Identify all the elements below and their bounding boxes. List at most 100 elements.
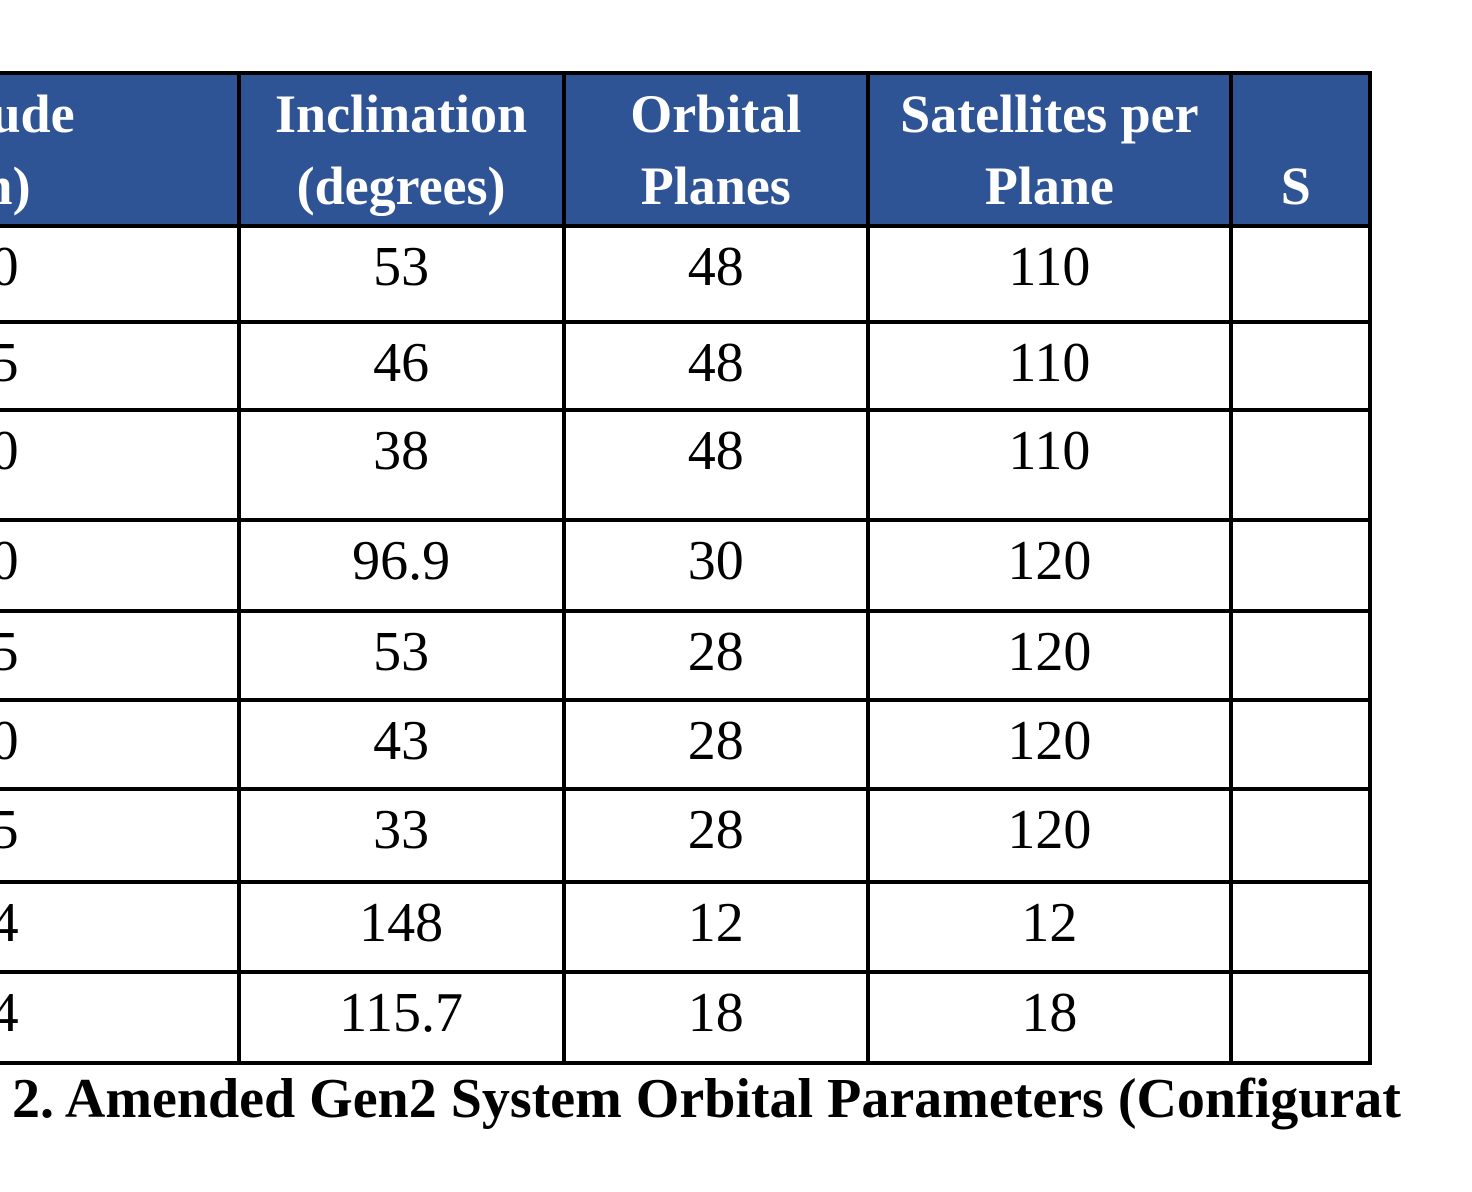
cell-value: 115.7 [339,982,464,1044]
cell-value: 28 [687,621,744,683]
table-cell-satellites [1228,518,1373,613]
table-cell-satellites-per-plane: 120 [866,698,1233,791]
cell-value: 30 [687,530,744,592]
cell-value: 110 [1008,420,1091,482]
table-cell-satellites [1228,408,1373,522]
table-cell-altitude: 30 [0,698,241,791]
cell-value [1233,613,1368,615]
header-satellites-per-plane: Satellites per Plane [866,71,1233,228]
table-caption: 2. Amended Gen2 System Orbital Parameter… [12,1068,1401,1130]
cell-value [1233,702,1368,704]
table-cell-altitude: 50 [0,408,241,522]
cell-value: 53 [373,621,430,683]
cell-value: 04 [0,892,19,954]
table-cell-satellites-per-plane: 110 [866,408,1233,522]
table-row: 30 43 28 120 [0,698,1373,791]
cell-value: 25 [0,621,19,683]
table-cell-satellites [1228,787,1373,884]
cell-value: 48 [687,236,744,298]
table-row: 14 115.7 18 18 [0,970,1373,1065]
table-cell-orbital-planes: 48 [561,224,871,324]
table-cell-satellites-per-plane: 120 [866,609,1233,702]
cell-value: 120 [1007,621,1092,683]
table-cell-inclination: 115.7 [236,970,566,1065]
table-row: 50 38 48 110 [0,408,1373,522]
cell-value: 35 [0,799,19,861]
table-cell-orbital-planes: 48 [561,408,871,522]
cell-value: 50 [0,420,19,482]
cell-value [1233,412,1368,414]
header-line: Satellites per [900,83,1199,144]
cell-value: 38 [373,420,430,482]
cell-value: 48 [687,332,744,394]
table-row: 40 53 48 110 [0,224,1373,324]
table-cell-satellites [1228,609,1373,702]
table-cell-satellites [1228,970,1373,1065]
table-cell-inclination: 43 [236,698,566,791]
cell-value: 40 [0,236,19,298]
cell-value: 53 [373,236,430,298]
table-cell-satellites-per-plane: 120 [866,787,1233,884]
table-cell-altitude: 25 [0,609,241,702]
table-cell-altitude: 14 [0,970,241,1065]
cell-value [1233,791,1368,793]
cell-value: 14 [0,982,19,1044]
header-line: Plane [984,155,1114,216]
cell-value: 46 [373,332,430,394]
table-cell-inclination: 53 [236,609,566,702]
table-cell-orbital-planes: 48 [561,320,871,412]
cell-value: 60 [0,530,19,592]
cell-value: 45 [0,332,19,394]
table-cell-inclination: 38 [236,408,566,522]
table-cell-satellites [1228,880,1373,974]
table-cell-satellites-per-plane: 18 [866,970,1233,1065]
header-line: Planes [640,155,791,216]
header-line: tude [0,83,75,144]
table-cell-altitude: 40 [0,224,241,324]
cell-value: 30 [0,710,19,772]
cell-value: 96.9 [352,530,451,592]
header-line: ​ [1233,78,1368,150]
header-satellites: ​ S [1228,71,1373,228]
table-row: 45 46 48 110 [0,320,1373,412]
table-cell-satellites [1228,224,1373,324]
table-cell-inclination: 46 [236,320,566,412]
cell-value: 110 [1008,332,1091,394]
table-cell-satellites [1228,320,1373,412]
table-row: 04 148 12 12 [0,880,1373,974]
header-line: (degrees) [296,155,506,216]
cell-value: 48 [687,420,744,482]
cell-value [1233,228,1368,230]
cell-value: 12 [1021,892,1078,954]
table-cell-orbital-planes: 28 [561,609,871,702]
table-header-row: tude m) Inclination (degrees) Orbital Pl… [0,71,1373,228]
orbital-parameters-table: tude m) Inclination (degrees) Orbital Pl… [0,71,1373,1065]
cell-value: 33 [373,799,430,861]
cell-value: 43 [373,710,430,772]
cell-value: 18 [1021,982,1078,1044]
cell-value: 120 [1007,710,1092,772]
table-cell-altitude: 60 [0,518,241,613]
table-cell-satellites [1228,698,1373,791]
table-cell-satellites-per-plane: 120 [866,518,1233,613]
table-cell-orbital-planes: 12 [561,880,871,974]
cell-value: 110 [1008,236,1091,298]
header-line: S [1280,155,1311,216]
table-cell-inclination: 33 [236,787,566,884]
table-cell-satellites-per-plane: 110 [866,224,1233,324]
table-cell-satellites-per-plane: 12 [866,880,1233,974]
cell-value: 120 [1007,799,1092,861]
header-inclination: Inclination (degrees) [236,71,566,228]
cell-value: 28 [687,710,744,772]
cell-value: 12 [687,892,744,954]
table-cell-inclination: 96.9 [236,518,566,613]
header-altitude: tude m) [0,71,241,228]
cell-value [1233,884,1368,886]
cell-value: 28 [687,799,744,861]
table-cell-inclination: 148 [236,880,566,974]
header-line: m) [0,155,31,216]
cell-value [1233,522,1368,524]
header-line: Orbital [630,83,802,144]
table-cell-orbital-planes: 18 [561,970,871,1065]
